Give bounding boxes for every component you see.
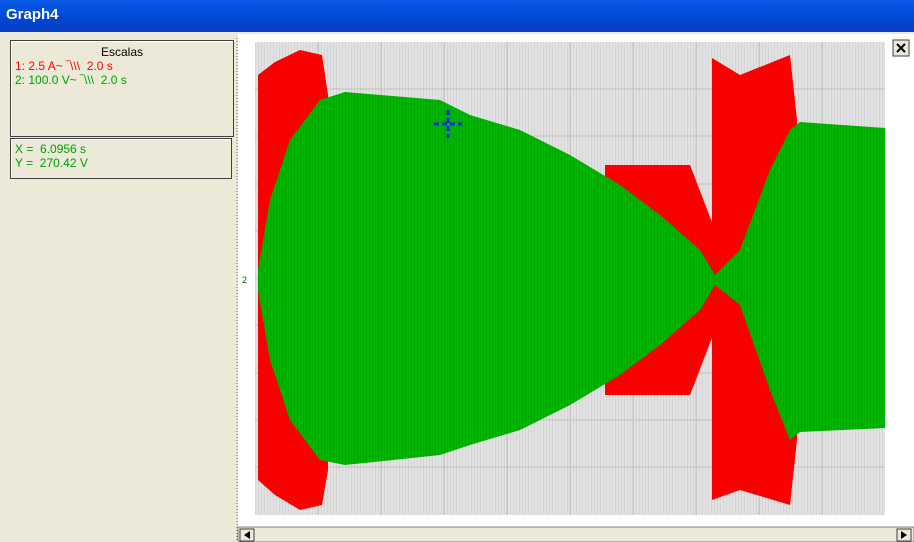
trace-texture <box>255 42 885 515</box>
window-title: Graph4 <box>6 6 59 23</box>
plot-background <box>238 34 914 527</box>
scroll-right-icon <box>901 531 907 539</box>
channel-1-trace <box>258 50 797 510</box>
cursor-panel: X = 6.0956 s Y = 270.42 V <box>10 138 232 179</box>
title-bar: Graph4 <box>0 0 914 32</box>
plot-area <box>255 42 885 515</box>
scrollbar[interactable] <box>237 526 914 542</box>
scroll-left-icon <box>244 531 250 539</box>
close-button[interactable] <box>892 39 910 57</box>
cursor-x: X = 6.0956 s <box>15 142 87 156</box>
channel-marker: 2 <box>242 275 247 285</box>
close-icon <box>896 43 906 53</box>
channel-2-scale: 2: 100.0 V~ ‾\\\ 2.0 s <box>15 73 127 87</box>
cursor-y: Y = 270.42 V <box>15 156 88 170</box>
scales-panel: Escalas 1: 2.5 A~ ‾\\\ 2.0 s 2: 100.0 V~… <box>10 40 234 137</box>
channel-2-trace <box>258 92 885 465</box>
scales-heading: Escalas <box>100 45 144 59</box>
channel-1-scale: 1: 2.5 A~ ‾\\\ 2.0 s <box>15 59 113 73</box>
cursor-crosshair <box>434 110 462 138</box>
scroll-left[interactable] <box>239 528 255 542</box>
scroll-right[interactable] <box>896 528 912 542</box>
grid <box>255 42 885 515</box>
